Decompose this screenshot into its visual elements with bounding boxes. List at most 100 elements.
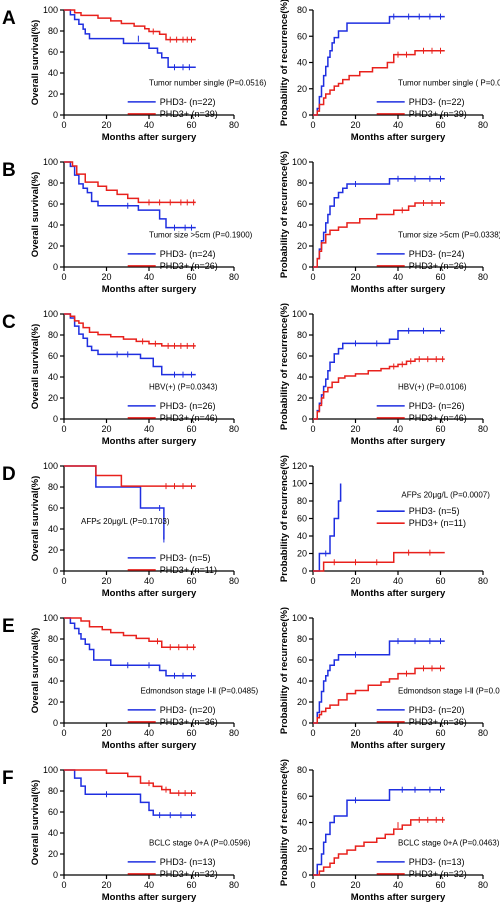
x-axis-title: Months after surgery [102,740,197,751]
legend-label: PHD3- (n=20) [160,705,216,715]
phd3-positive-curve [313,551,445,572]
y-tick-label: 20 [48,241,58,251]
legend-label: PHD3+ (n=32) [409,869,467,879]
x-tick-label: 80 [478,424,488,434]
y-axis-title: Overall survival(%) [30,20,41,106]
y-tick-label: 60 [48,503,58,513]
phd3-negative-curve [64,9,196,68]
y-tick-label: 0 [302,110,307,120]
y-tick-label: 40 [297,220,307,230]
legend-label: PHD3- (n=13) [160,857,216,867]
y-tick-label: 80 [48,178,58,188]
x-tick-label: 40 [393,424,403,434]
x-tick-label: 60 [186,880,196,890]
p-value-annotation: BCLC stage 0+A (P=0.0596) [149,839,251,848]
legend-label: PHD3+ (n=32) [160,869,218,879]
x-axis-title: Months after surgery [102,132,197,143]
x-tick-label: 20 [101,424,111,434]
y-tick-label: 20 [297,393,307,403]
panel-letter-c: C [2,312,16,333]
y-tick-label: 20 [297,697,307,707]
y-tick-label: 40 [48,828,58,838]
y-tick-label: 100 [43,5,58,15]
y-tick-label: 20 [48,545,58,555]
legend-label: PHD3+ (n=11) [409,518,466,528]
x-tick-label: 60 [435,120,445,130]
x-tick-label: 80 [478,880,488,890]
x-axis-title: Months after surgery [102,892,197,903]
x-tick-label: 40 [393,272,403,282]
legend-label: PHD3+ (n=36) [409,717,467,727]
legend-label: PHD3- (n=13) [409,857,465,867]
y-axis-title: Overall survival(%) [30,628,41,714]
x-tick-label: 40 [144,576,154,586]
y-tick-label: 0 [302,262,307,272]
y-tick-label: 0 [53,262,58,272]
y-tick-label: 0 [302,566,307,576]
y-tick-label: 0 [53,110,58,120]
legend-label: PHD3+ (n=36) [160,717,218,727]
x-axis-title: Months after surgery [102,284,197,295]
km-plot-d-left: 0 20 40 60 80 0 20 40 60 80 100 Months after surger… [30,461,239,599]
y-tick-label: 100 [43,309,58,319]
x-tick-label: 40 [393,728,403,738]
x-tick-label: 0 [310,120,315,130]
y-tick-label: 20 [297,844,307,854]
km-plot-b-right: 0 20 40 60 80 0 20 40 60 80 100 Months after surger… [279,151,500,295]
y-tick-label: 60 [48,351,58,361]
y-tick-label: 100 [292,613,307,623]
x-tick-label: 80 [478,576,488,586]
legend-label: PHD3+ (n=39) [160,109,218,119]
legend-label: PHD3+ (n=46) [160,413,218,423]
x-tick-label: 0 [310,424,315,434]
y-tick-label: 80 [297,330,307,340]
y-tick-label: 60 [297,514,307,524]
x-tick-label: 60 [435,272,445,282]
km-plot-f-left: 0 20 40 60 80 0 20 40 60 80 100 Months after surger… [30,765,251,903]
legend-label: PHD3- (n=26) [409,401,465,411]
phd3-positive-curve [313,202,445,268]
y-tick-label: 60 [297,199,307,209]
panel-letter-e: E [2,616,15,637]
phd3-positive-curve [64,9,196,41]
km-plot-a-right: 0 20 40 60 80 0 20 40 60 80 Months after surgery Pr… [279,0,500,143]
x-tick-label: 0 [310,272,315,282]
phd3-negative-curve [64,617,196,677]
y-tick-label: 80 [48,634,58,644]
legend-label: PHD3+ (n=26) [409,261,467,271]
y-tick-label: 120 [292,461,307,471]
x-tick-label: 40 [393,880,403,890]
y-tick-label: 0 [53,566,58,576]
p-value-annotation: Tumor number single ( P=0.0054) [398,79,500,88]
y-tick-label: 80 [297,765,307,775]
y-tick-label: 60 [48,807,58,817]
y-tick-label: 80 [48,786,58,796]
y-tick-label: 100 [292,157,307,167]
p-value-annotation: BCLC stage 0+A (P=0.0463) [398,839,500,848]
x-tick-label: 60 [435,728,445,738]
x-tick-label: 0 [61,272,66,282]
phd3-positive-curve [313,358,445,420]
x-tick-label: 60 [186,576,196,586]
y-tick-label: 60 [297,351,307,361]
y-tick-label: 60 [297,655,307,665]
legend-label: PHD3+ (n=39) [409,109,467,119]
legend-label: PHD3- (n=20) [409,705,465,715]
x-tick-label: 20 [101,880,111,890]
x-tick-label: 60 [186,120,196,130]
phd3-negative-curve [313,330,445,420]
y-axis-title: Overall survival(%) [30,780,41,866]
x-tick-label: 40 [144,880,154,890]
p-value-annotation: Tumor size >5cm (P=0.1900) [149,231,253,240]
x-axis-title: Months after surgery [351,588,446,599]
phd3-positive-curve [64,617,196,648]
y-tick-label: 20 [297,549,307,559]
x-axis-title: Months after surgery [351,740,446,751]
x-tick-label: 20 [101,728,111,738]
x-tick-label: 0 [310,880,315,890]
x-tick-label: 20 [350,120,360,130]
km-plot-e-left: 0 20 40 60 80 0 20 40 60 80 100 Months after surger… [30,613,259,751]
y-tick-label: 0 [53,718,58,728]
y-axis-title: Overall survival(%) [30,172,41,258]
phd3-negative-curve [313,640,445,724]
